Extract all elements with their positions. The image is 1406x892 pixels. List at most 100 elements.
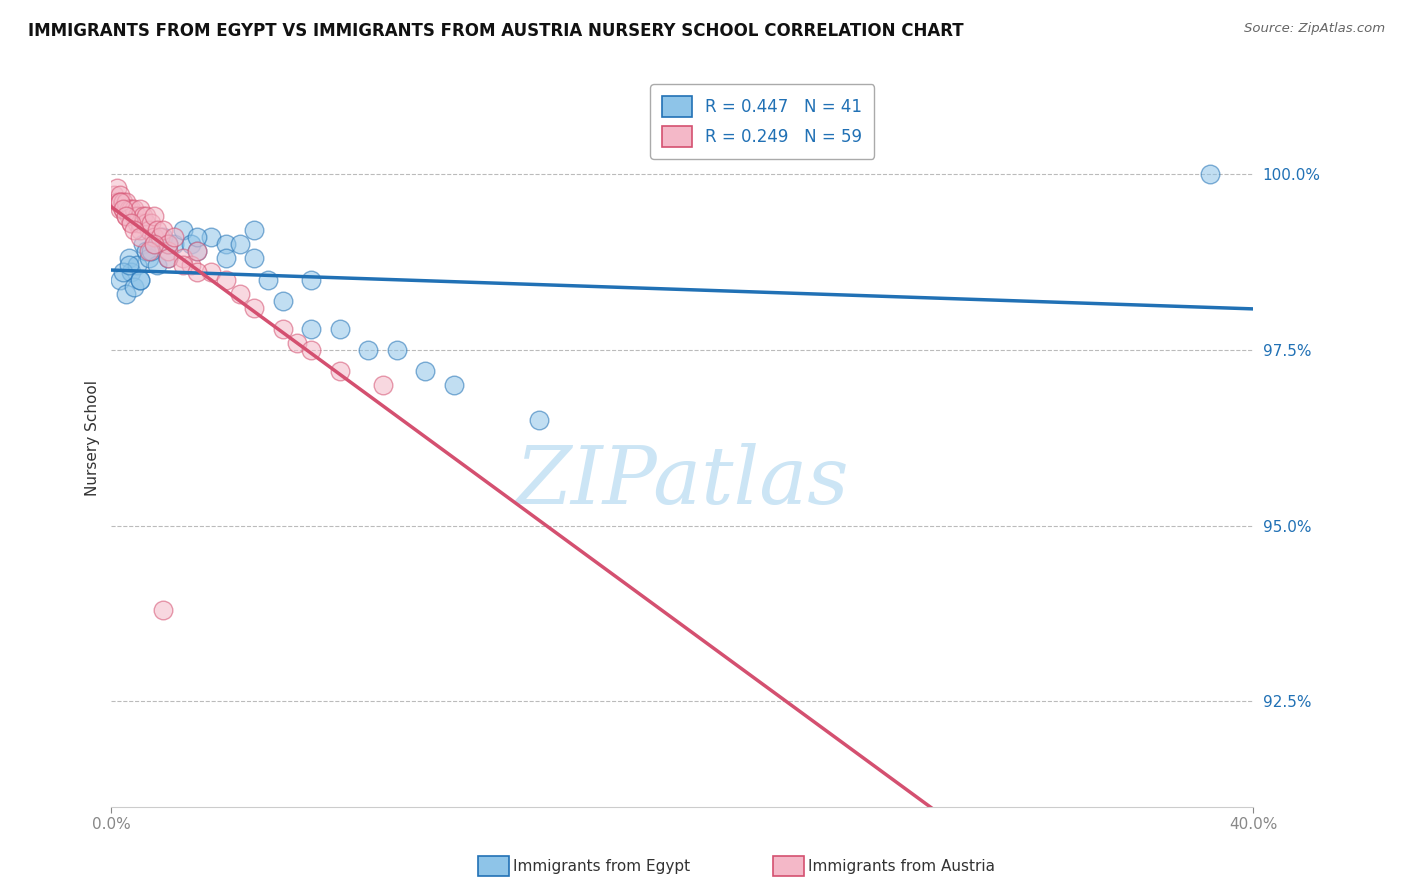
Point bbox=[143, 237, 166, 252]
Point bbox=[143, 209, 166, 223]
Point bbox=[135, 216, 157, 230]
Point bbox=[114, 202, 136, 217]
Point bbox=[138, 244, 160, 259]
Point bbox=[186, 265, 208, 279]
Point bbox=[163, 237, 186, 252]
Point bbox=[149, 230, 172, 244]
Point bbox=[214, 272, 236, 286]
Point bbox=[114, 209, 136, 223]
Point bbox=[415, 364, 437, 378]
Point bbox=[132, 209, 155, 223]
Point bbox=[111, 202, 134, 217]
Text: Immigrants from Austria: Immigrants from Austria bbox=[808, 859, 995, 873]
Point bbox=[127, 259, 149, 273]
Point bbox=[329, 322, 352, 336]
Point bbox=[120, 265, 142, 279]
Point bbox=[157, 237, 180, 252]
Point bbox=[111, 265, 134, 279]
Point bbox=[122, 279, 145, 293]
Point bbox=[135, 244, 157, 259]
Point bbox=[186, 244, 208, 259]
Point bbox=[180, 237, 202, 252]
Point bbox=[138, 223, 160, 237]
Point bbox=[108, 202, 131, 217]
Point bbox=[146, 223, 169, 237]
Point bbox=[122, 209, 145, 223]
Point bbox=[127, 216, 149, 230]
Point bbox=[117, 209, 139, 223]
Point bbox=[200, 265, 222, 279]
Text: IMMIGRANTS FROM EGYPT VS IMMIGRANTS FROM AUSTRIA NURSERY SCHOOL CORRELATION CHAR: IMMIGRANTS FROM EGYPT VS IMMIGRANTS FROM… bbox=[28, 22, 963, 40]
Point bbox=[172, 223, 194, 237]
Point bbox=[111, 202, 134, 217]
Point bbox=[186, 230, 208, 244]
Text: Immigrants from Egypt: Immigrants from Egypt bbox=[513, 859, 690, 873]
Point bbox=[108, 272, 131, 286]
Point bbox=[186, 244, 208, 259]
Point bbox=[122, 223, 145, 237]
Point bbox=[117, 252, 139, 266]
Point bbox=[105, 181, 128, 195]
Y-axis label: Nursery School: Nursery School bbox=[86, 380, 100, 496]
Point bbox=[229, 286, 252, 301]
Point bbox=[285, 335, 308, 350]
Point bbox=[127, 209, 149, 223]
Point bbox=[271, 322, 294, 336]
Point bbox=[1199, 167, 1222, 181]
Point bbox=[157, 237, 180, 252]
Point bbox=[117, 259, 139, 273]
Point bbox=[114, 286, 136, 301]
Point bbox=[143, 237, 166, 252]
Point bbox=[135, 209, 157, 223]
Text: ZIPatlas: ZIPatlas bbox=[516, 443, 849, 521]
Point bbox=[299, 272, 322, 286]
Point bbox=[172, 259, 194, 273]
Point bbox=[120, 216, 142, 230]
Point bbox=[271, 293, 294, 308]
Point bbox=[214, 237, 236, 252]
Point bbox=[243, 223, 266, 237]
Point bbox=[152, 603, 174, 617]
Point bbox=[111, 195, 134, 210]
Point bbox=[229, 237, 252, 252]
Point bbox=[299, 343, 322, 357]
Point bbox=[385, 343, 408, 357]
Point bbox=[157, 252, 180, 266]
Point bbox=[357, 343, 380, 357]
Point bbox=[180, 259, 202, 273]
Point bbox=[103, 188, 125, 202]
Point bbox=[143, 230, 166, 244]
Point bbox=[443, 378, 465, 392]
Point bbox=[329, 364, 352, 378]
Point bbox=[105, 195, 128, 210]
Point bbox=[129, 202, 152, 217]
Point bbox=[214, 252, 236, 266]
Point bbox=[129, 216, 152, 230]
Point bbox=[108, 188, 131, 202]
Point bbox=[243, 252, 266, 266]
Point bbox=[371, 378, 394, 392]
Point bbox=[132, 237, 155, 252]
Point bbox=[172, 252, 194, 266]
Point bbox=[163, 230, 186, 244]
Point bbox=[129, 272, 152, 286]
Point bbox=[529, 413, 551, 427]
Point bbox=[141, 244, 163, 259]
Point bbox=[157, 252, 180, 266]
Point bbox=[129, 223, 152, 237]
Point bbox=[200, 230, 222, 244]
Point bbox=[120, 216, 142, 230]
Point bbox=[299, 322, 322, 336]
Point bbox=[129, 230, 152, 244]
Point bbox=[114, 209, 136, 223]
Point bbox=[152, 223, 174, 237]
Legend: R = 0.447   N = 41, R = 0.249   N = 59: R = 0.447 N = 41, R = 0.249 N = 59 bbox=[650, 84, 875, 159]
Point bbox=[141, 216, 163, 230]
Point bbox=[138, 252, 160, 266]
Point bbox=[122, 202, 145, 217]
Point bbox=[108, 195, 131, 210]
Point bbox=[117, 202, 139, 217]
Point bbox=[108, 195, 131, 210]
Point bbox=[257, 272, 280, 286]
Point bbox=[243, 301, 266, 315]
